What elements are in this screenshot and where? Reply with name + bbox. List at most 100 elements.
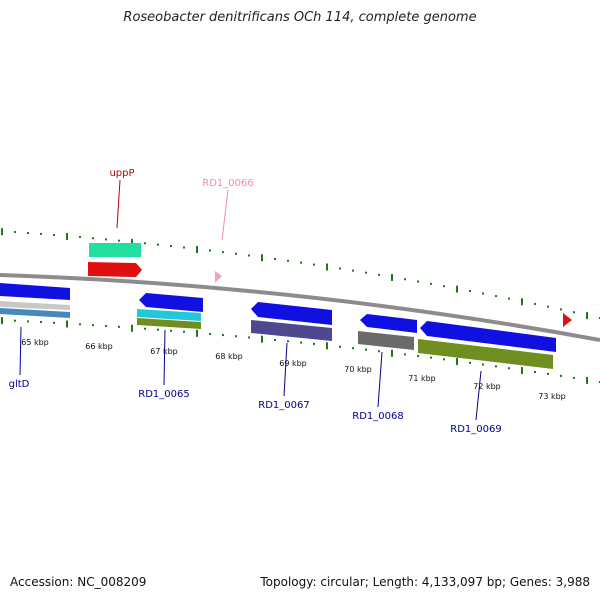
ruler-minor-tick [469, 361, 471, 364]
ruler-minor-tick [547, 372, 549, 375]
ruler-minor-tick [482, 292, 484, 295]
ruler-minor-tick [417, 280, 419, 283]
ruler-minor-tick [378, 273, 380, 276]
right-edge-red-feature[interactable] [563, 313, 572, 327]
ruler-minor-tick [274, 338, 276, 341]
ruler-major-tick [131, 324, 133, 332]
outer-ruler [1, 228, 600, 320]
ruler-minor-tick [170, 245, 172, 248]
ruler-minor-tick [248, 254, 250, 257]
gene-label-rd1-0065[interactable]: RD1_0065 [138, 389, 189, 400]
ruler-minor-tick [27, 231, 29, 234]
ruler-minor-tick [547, 305, 549, 308]
uppP-feature-red[interactable] [88, 262, 142, 277]
rd1-0066-feature[interactable] [215, 271, 222, 283]
ruler-minor-tick [534, 370, 536, 373]
kbp-label-70: 70 kbp [344, 365, 372, 374]
rd1-0065-leader [163, 329, 166, 386]
rd1-0068-feature-blue[interactable] [360, 314, 417, 333]
gltD-feature-silver[interactable] [0, 301, 70, 310]
ruler-minor-tick [14, 231, 16, 234]
gene-label-gltD[interactable]: gltD [9, 379, 30, 390]
rd1-0069-feature-olive[interactable] [418, 339, 553, 369]
ruler-minor-tick [300, 261, 302, 264]
ruler-minor-tick [430, 356, 432, 359]
gltD-feature-blue[interactable] [0, 283, 70, 300]
gene-label-rd1-0069[interactable]: RD1_0069 [450, 424, 501, 435]
ruler-major-tick [521, 367, 523, 375]
ruler-minor-tick [313, 263, 315, 266]
ruler-minor-tick [183, 330, 185, 333]
ruler-minor-tick [248, 336, 250, 339]
ruler-minor-tick [209, 332, 211, 335]
ruler-minor-tick [222, 251, 224, 254]
rd1-0065-feature-cyan[interactable] [137, 309, 201, 321]
ruler-minor-tick [287, 340, 289, 343]
ruler-major-tick [66, 320, 68, 328]
ruler-minor-tick [443, 285, 445, 288]
ruler-major-tick [456, 285, 458, 293]
rd1-0069-feature-blue[interactable] [420, 321, 556, 352]
ruler-minor-tick [105, 238, 107, 241]
ruler-minor-tick [417, 354, 419, 357]
ruler-minor-tick [118, 325, 120, 328]
ruler-major-tick [586, 376, 588, 384]
ruler-minor-tick [40, 232, 42, 235]
rd1-0067-feature-blue[interactable] [251, 302, 332, 325]
ruler-major-tick [261, 254, 263, 262]
ruler-minor-tick [352, 269, 354, 272]
ruler-minor-tick [287, 259, 289, 262]
kbp-label-71: 71 kbp [408, 374, 436, 383]
ruler-minor-tick [144, 327, 146, 330]
ruler-major-tick [66, 232, 68, 240]
ruler-minor-tick [157, 243, 159, 246]
ruler-minor-tick [339, 267, 341, 270]
ruler-minor-tick [560, 308, 562, 311]
kbp-label-68: 68 kbp [215, 352, 243, 361]
uppP-feature-teal[interactable] [89, 243, 141, 257]
ruler-minor-tick [365, 271, 367, 274]
ruler-minor-tick [27, 320, 29, 323]
rd1-0068-feature-gray[interactable] [358, 331, 414, 350]
rd1-0065-feature-blue[interactable] [139, 293, 203, 312]
ruler-minor-tick [274, 257, 276, 260]
ruler-minor-tick [482, 363, 484, 366]
genome-title: Roseobacter denitrificans OCh 114, compl… [123, 10, 477, 25]
gltD-feature-steelblue[interactable] [0, 308, 70, 318]
rd1-0069-leader [475, 370, 482, 421]
ruler-minor-tick [40, 321, 42, 324]
inner-ruler [1, 317, 600, 384]
gene-label-uppP[interactable]: uppP [109, 168, 134, 179]
ruler-major-tick [1, 317, 3, 325]
ruler-minor-tick [92, 324, 94, 327]
kbp-label-69: 69 kbp [279, 359, 307, 368]
ruler-major-tick [456, 358, 458, 366]
ruler-major-tick [521, 298, 523, 306]
ruler-minor-tick [508, 367, 510, 370]
ruler-minor-tick [560, 374, 562, 377]
ruler-minor-tick [404, 353, 406, 356]
rd1-0065-feature-olive[interactable] [137, 318, 201, 329]
kbp-label-66: 66 kbp [85, 342, 113, 351]
rd1-0067-feature-purple[interactable] [251, 320, 332, 341]
ruler-minor-tick [404, 278, 406, 281]
ruler-major-tick [326, 342, 328, 350]
ruler-minor-tick [118, 239, 120, 242]
ruler-minor-tick [105, 324, 107, 327]
ruler-minor-tick [495, 365, 497, 368]
ruler-minor-tick [235, 335, 237, 338]
ruler-minor-tick [378, 350, 380, 353]
ruler-major-tick [196, 329, 198, 337]
ruler-minor-tick [534, 302, 536, 305]
gltD-leader [19, 326, 22, 376]
ruler-minor-tick [209, 249, 211, 252]
ruler-minor-tick [300, 341, 302, 344]
gene-label-rd1-0068[interactable]: RD1_0068 [352, 411, 403, 422]
ruler-minor-tick [573, 376, 575, 379]
ruler-major-tick [261, 335, 263, 343]
kbp-label-72: 72 kbp [473, 382, 501, 391]
ruler-minor-tick [313, 342, 315, 345]
gene-label-rd1-0066[interactable]: RD1_0066 [202, 178, 253, 189]
gene-label-rd1-0067[interactable]: RD1_0067 [258, 400, 309, 411]
